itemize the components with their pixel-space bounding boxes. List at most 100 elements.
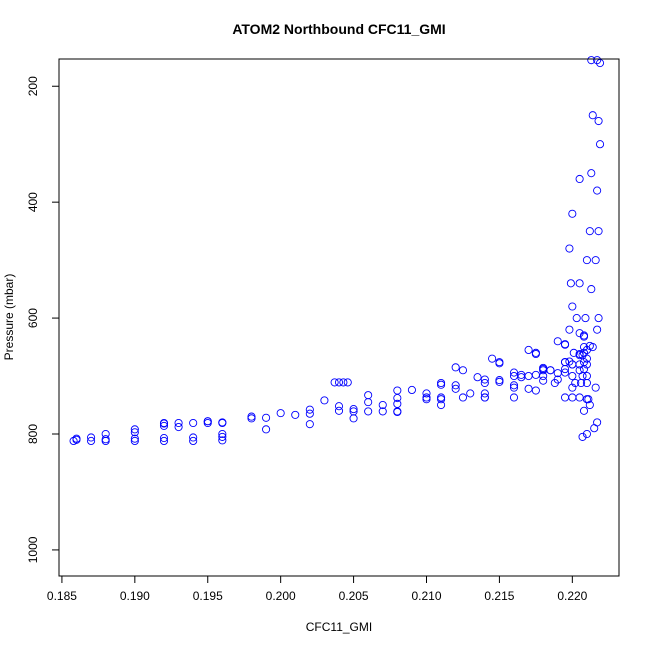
data-point — [524, 371, 533, 381]
x-tick-label: 0.205 — [339, 589, 369, 603]
data-point — [218, 432, 227, 441]
y-tick-label: 1000 — [26, 536, 40, 563]
data-point — [587, 56, 596, 65]
data-point — [130, 434, 139, 443]
x-tick-label: 0.190 — [120, 589, 150, 603]
data-point — [378, 407, 387, 416]
data-point — [189, 436, 198, 446]
data-point — [593, 186, 602, 195]
data-point — [568, 383, 577, 392]
data-point — [320, 396, 329, 405]
data-point — [458, 366, 468, 375]
data-point — [451, 363, 460, 372]
data-point — [577, 378, 586, 388]
data-point — [364, 407, 373, 416]
data-point — [575, 393, 584, 402]
data-point — [565, 244, 574, 253]
data-point — [582, 395, 591, 404]
x-axis: 0.185 0.190 0.195 0.200 0.205 0.210 0.215 0.220 — [47, 575, 588, 603]
y-axis: 200 400 600 800 1000 — [26, 76, 60, 563]
data-point — [593, 325, 602, 334]
data-point — [130, 428, 139, 437]
data-point — [101, 436, 110, 446]
data-point — [509, 368, 519, 377]
data-point — [218, 436, 227, 445]
data-point — [531, 386, 540, 395]
data-point — [560, 340, 570, 349]
data-point — [101, 435, 110, 444]
data-point — [130, 425, 139, 434]
data-point — [159, 436, 169, 446]
data-points — [69, 56, 605, 446]
x-tick-label: 0.220 — [557, 589, 587, 603]
data-point — [247, 412, 256, 421]
data-point — [539, 376, 548, 385]
data-point — [588, 111, 597, 120]
plot-frame — [58, 58, 620, 577]
data-point — [575, 349, 584, 359]
data-point — [480, 378, 489, 388]
data-point — [582, 345, 591, 355]
data-point — [550, 378, 559, 388]
data-point — [572, 314, 581, 323]
data-point — [330, 378, 339, 387]
data-point — [451, 381, 460, 390]
data-point — [568, 209, 577, 218]
chart-title: ATOM2 Northbound CFC11_GMI — [232, 21, 445, 37]
data-point — [579, 365, 589, 374]
data-point — [575, 279, 584, 288]
data-point — [569, 348, 578, 357]
data-point — [579, 343, 589, 352]
data-point — [585, 341, 594, 350]
data-point — [568, 393, 577, 402]
data-point — [159, 434, 169, 443]
data-point — [437, 393, 446, 402]
data-point — [422, 393, 431, 402]
x-tick-label: 0.215 — [484, 589, 514, 603]
data-point — [159, 421, 169, 430]
data-point — [203, 417, 212, 426]
data-point — [591, 256, 600, 265]
y-tick-label: 600 — [26, 308, 40, 328]
data-point — [393, 407, 402, 416]
x-axis-label: CFC11_GMI — [306, 620, 372, 634]
data-point — [437, 380, 446, 389]
data-point — [276, 409, 285, 418]
data-point — [349, 405, 358, 414]
data-point — [539, 366, 548, 375]
data-point — [582, 256, 591, 265]
data-point — [334, 378, 344, 387]
data-point — [531, 348, 540, 357]
data-point — [587, 285, 596, 294]
data-point — [509, 383, 519, 392]
data-point — [575, 174, 584, 184]
data-point — [595, 140, 605, 149]
data-point — [495, 377, 504, 386]
data-point — [349, 407, 358, 416]
data-point — [349, 414, 358, 423]
data-point — [189, 418, 198, 428]
data-point — [334, 402, 344, 411]
data-point — [593, 56, 602, 65]
data-point — [546, 366, 555, 375]
data-point — [480, 375, 489, 384]
data-point — [571, 378, 580, 388]
data-point — [473, 373, 482, 382]
data-point — [579, 348, 589, 357]
data-point — [575, 366, 584, 375]
data-point — [343, 378, 352, 387]
x-tick-label: 0.200 — [266, 589, 296, 603]
data-point — [595, 59, 605, 68]
data-point — [582, 371, 591, 381]
data-point — [458, 393, 468, 402]
x-tick-label: 0.210 — [411, 589, 441, 603]
data-point — [174, 422, 183, 432]
data-point — [517, 373, 526, 382]
data-point — [174, 418, 183, 428]
data-point — [393, 386, 402, 395]
data-point — [582, 429, 591, 439]
data-point — [451, 384, 460, 393]
data-point — [305, 409, 314, 418]
data-point — [568, 371, 577, 381]
